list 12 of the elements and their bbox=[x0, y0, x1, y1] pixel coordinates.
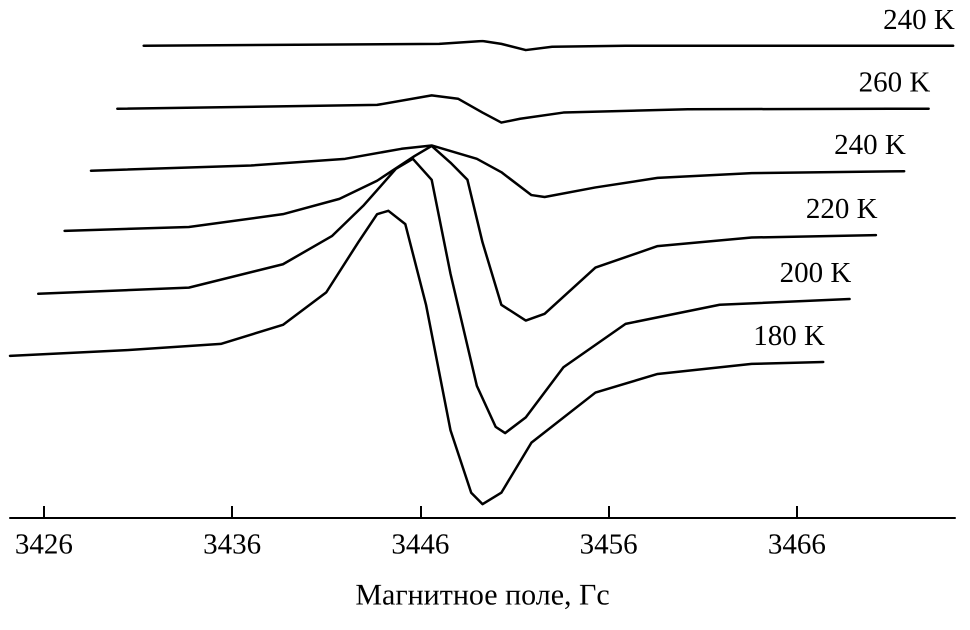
series-label: 260 K bbox=[858, 66, 930, 99]
series-label: 240 K bbox=[883, 4, 955, 36]
x-tick-label: 3466 bbox=[768, 528, 826, 560]
series-label: 240 K bbox=[834, 129, 906, 162]
x-tick-label: 3436 bbox=[203, 528, 262, 560]
x-tick-label: 3426 bbox=[14, 528, 73, 560]
x-tick-label: 3456 bbox=[580, 528, 638, 560]
series-label: 180 K bbox=[753, 320, 825, 352]
series-label: 200 K bbox=[780, 257, 852, 290]
series-label: 220 K bbox=[806, 193, 878, 226]
x-tick-label: 3446 bbox=[391, 528, 450, 560]
x-axis-title: Магнитное поле, Гс bbox=[355, 578, 610, 612]
